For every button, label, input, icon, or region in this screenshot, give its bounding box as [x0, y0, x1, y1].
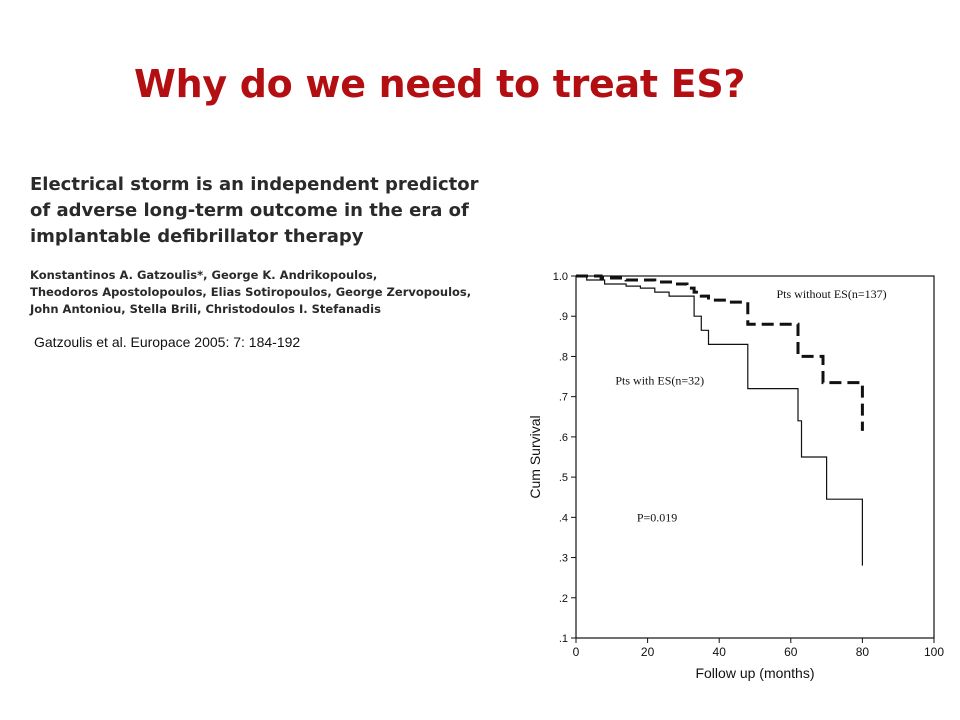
- citation: Gatzoulis et al. Europace 2005: 7: 184-1…: [34, 334, 301, 350]
- x-tick-label: 80: [856, 645, 870, 659]
- author-line: John Antoniou, Stella Brili, Christodoul…: [30, 302, 381, 316]
- y-tick-label: .1: [559, 633, 568, 645]
- y-tick-label: .8: [559, 351, 568, 363]
- paper-title-line: Electrical storm is an independent predi…: [30, 174, 479, 195]
- series-line-without-es: [576, 274, 864, 431]
- plot-frame: [575, 275, 935, 639]
- chart-annotation: P=0.019: [637, 510, 677, 524]
- paper-title-line: of adverse long-term outcome in the era …: [30, 200, 469, 221]
- x-tick-label: 20: [641, 645, 655, 659]
- y-tick-label: .6: [559, 432, 568, 444]
- y-tick-label: .4: [559, 512, 568, 524]
- y-tick-label: .2: [559, 593, 568, 605]
- paper-title: Electrical storm is an independent predi…: [30, 172, 510, 250]
- x-axis-label: Follow up (months): [695, 665, 814, 681]
- y-tick-label: .7: [559, 392, 568, 404]
- y-tick-label: .9: [559, 311, 568, 323]
- x-tick-label: 0: [573, 645, 580, 659]
- y-axis-label: Cum Survival: [527, 415, 543, 498]
- paper-authors: Konstantinos A. Gatzoulis*, George K. An…: [30, 267, 530, 318]
- author-line: Theodoros Apostolopoulos, Elias Sotiropo…: [30, 285, 472, 299]
- x-tick-label: 60: [784, 645, 798, 659]
- chart-annotation: Pts without ES(n=137): [776, 287, 886, 301]
- y-tick-label: 1.0: [553, 271, 568, 283]
- y-tick-label: .3: [559, 553, 568, 565]
- paper-title-line: implantable defibrillator therapy: [30, 226, 364, 247]
- slide-title: Why do we need to treat ES?: [134, 62, 746, 106]
- survival-chart: 1.0 .9 .8 .7 .6 .5 .4 .3 .2 .1 0 20 40 60 80 100 Pts w…: [527, 271, 944, 681]
- chart-annotation: Pts with ES(n=32): [615, 374, 704, 388]
- x-tick-label: 100: [924, 645, 944, 659]
- y-tick-label: .5: [559, 472, 568, 484]
- author-line: Konstantinos A. Gatzoulis*, George K. An…: [30, 268, 378, 282]
- x-tick-label: 40: [713, 645, 727, 659]
- series-line-with-es: [576, 275, 863, 566]
